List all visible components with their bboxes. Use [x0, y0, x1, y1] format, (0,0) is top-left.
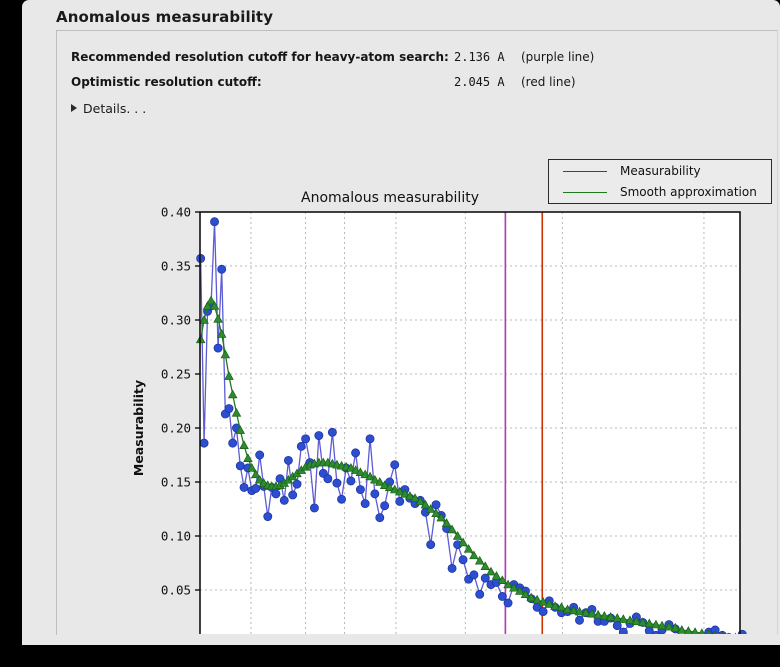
svg-text:0.20: 0.20	[161, 421, 191, 436]
legend-label: Smooth approximation	[620, 185, 757, 199]
info-row-recommended-cutoff: Recommended resolution cutoff for heavy-…	[71, 50, 594, 64]
content-panel: Recommended resolution cutoff for heavy-…	[56, 30, 778, 635]
legend-swatch-smooth-approximation	[563, 192, 607, 193]
anomalous-measurability-chart: 0.000.050.100.150.200.250.300.350.403.53…	[57, 126, 777, 634]
info-note: (red line)	[521, 75, 576, 89]
legend-label: Measurability	[620, 164, 701, 178]
info-row-optimistic-cutoff: Optimistic resolution cutoff: 2.045 A (r…	[71, 75, 576, 89]
svg-text:Anomalous measurability: Anomalous measurability	[301, 190, 479, 206]
details-disclosure-toggle[interactable]: Details. . .	[71, 101, 146, 116]
info-value: 2.045 A	[454, 75, 505, 89]
results-window: Anomalous measurability Recommended reso…	[22, 0, 780, 645]
svg-text:0.30: 0.30	[161, 313, 191, 328]
info-note: (purple line)	[521, 50, 595, 64]
info-label: Recommended resolution cutoff for heavy-…	[71, 50, 449, 64]
svg-text:0.15: 0.15	[161, 475, 191, 490]
triangle-right-icon	[71, 104, 77, 112]
chart-legend: Measurability Smooth approximation	[548, 159, 772, 204]
details-label: Details. . .	[83, 101, 147, 116]
svg-text:0.35: 0.35	[161, 259, 191, 274]
legend-swatch-measurability	[563, 171, 607, 172]
chart-canvas: 0.000.050.100.150.200.250.300.350.403.53…	[131, 190, 747, 634]
legend-item-smooth-approximation: Smooth approximation	[549, 182, 771, 204]
page-title: Anomalous measurability	[56, 8, 274, 26]
svg-text:0.25: 0.25	[161, 367, 191, 382]
info-value: 2.136 A	[454, 50, 505, 64]
svg-text:0.05: 0.05	[161, 583, 191, 598]
info-label: Optimistic resolution cutoff:	[71, 75, 262, 89]
svg-text:0.10: 0.10	[161, 529, 191, 544]
svg-text:Measurability: Measurability	[131, 380, 146, 476]
svg-text:0.40: 0.40	[161, 205, 191, 220]
legend-item-measurability: Measurability	[549, 161, 771, 183]
